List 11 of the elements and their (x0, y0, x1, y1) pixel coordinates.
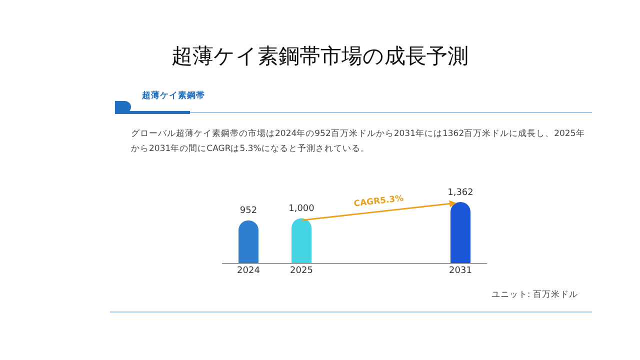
tick-label: 2024 (236, 266, 261, 276)
tick-label: 2031 (448, 266, 473, 276)
subtitle: 超薄ケイ素鋼帯 (142, 90, 205, 102)
data-label: 1,362 (446, 188, 474, 198)
data-label: 1,000 (288, 204, 316, 214)
title: 超薄ケイ素鋼帯市場の成長予測 (170, 43, 470, 70)
data-label: 952 (238, 206, 258, 216)
tick-label: 2025 (289, 266, 314, 276)
annotation: グローバル超薄ケイ素鋼帯の市場は2024年の952百万米ドルから2031年には1362百万米ドルに成長し、2025年から2031年の間にCAGRは5.3%になると予測されている。 (131, 128, 586, 156)
annotation: CAGR5.3% (353, 194, 404, 210)
annotation: ユニット: 百万米ドル (491, 289, 578, 301)
